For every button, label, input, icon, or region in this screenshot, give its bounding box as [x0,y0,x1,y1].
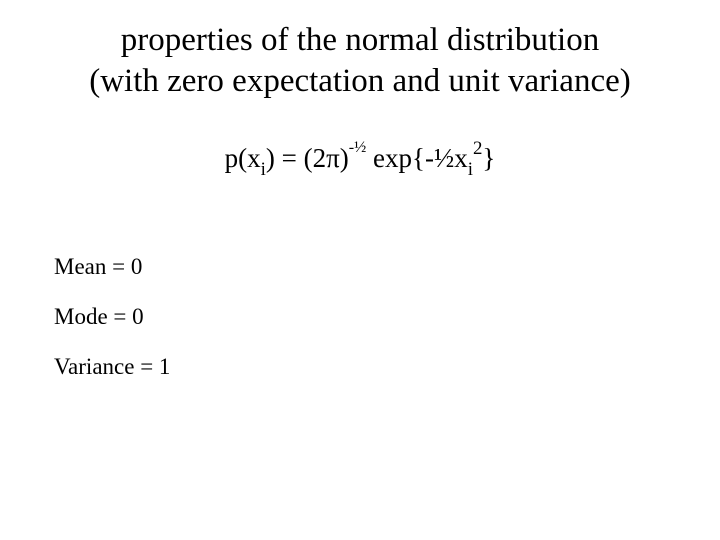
pdf-formula: p(xi) = (2π)-½ exp{-½xi2} [0,141,720,179]
formula-close-eq: ) = (2 [266,143,326,173]
formula-sub-i-1: i [261,159,266,180]
title-line-2: (with zero expectation and unit variance… [89,63,631,99]
formula-sq: 2 [473,138,482,159]
slide-title: properties of the normal distribution (w… [0,0,720,103]
formula-p-open: p(x [225,143,261,173]
formula-neg-half-sup: -½ [349,138,367,156]
formula-close-brace: } [482,143,495,173]
title-line-1: properties of the normal distribution [121,22,599,58]
formula-sub-i-2: i [468,159,473,180]
formula-close-paren: ) [340,143,349,173]
property-mode: Mode = 0 [54,304,720,330]
formula-exp-open: exp{-½x [366,143,467,173]
properties-list: Mean = 0 Mode = 0 Variance = 1 [54,254,720,380]
property-mean: Mean = 0 [54,254,720,280]
formula-pi: π [326,143,340,173]
property-variance: Variance = 1 [54,354,720,380]
